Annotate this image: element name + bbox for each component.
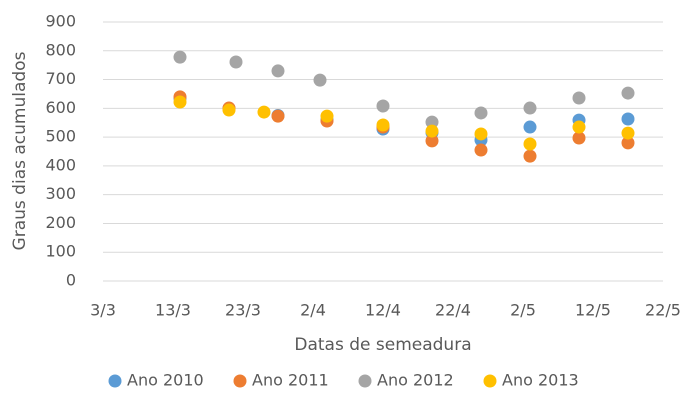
y-tick-label: 200 (45, 213, 76, 232)
point (257, 105, 271, 119)
point (523, 137, 537, 151)
point (474, 106, 488, 120)
legend-marker (108, 374, 122, 388)
x-tick-label: 12/5 (575, 301, 611, 320)
y-tick-label: 900 (45, 12, 76, 31)
point (425, 115, 439, 129)
point (320, 109, 334, 123)
point (271, 109, 285, 123)
legend-marker (358, 374, 372, 388)
point (523, 120, 537, 134)
legend-marker (233, 374, 247, 388)
point (474, 143, 488, 157)
point (313, 73, 327, 87)
point (621, 112, 635, 126)
legend-label: Ano 2011 (252, 371, 329, 390)
point (222, 103, 236, 117)
point (621, 136, 635, 150)
x-tick-label: 22/5 (645, 301, 681, 320)
x-tick-label: 13/3 (155, 301, 191, 320)
point (474, 127, 488, 141)
y-tick-label: 400 (45, 155, 76, 174)
y-tick-label: 600 (45, 98, 76, 117)
point (229, 55, 243, 69)
y-tick-label: 500 (45, 127, 76, 146)
y-tick-label: 0 (66, 271, 76, 290)
y-tick-label: 800 (45, 40, 76, 59)
y-tick-label: 300 (45, 184, 76, 203)
y-tick-label: 700 (45, 69, 76, 88)
legend-label: Ano 2012 (377, 371, 454, 390)
legend-marker (483, 374, 497, 388)
point (572, 120, 586, 134)
point (572, 131, 586, 145)
point (523, 101, 537, 115)
point (621, 126, 635, 140)
y-axis-title: Graus dias acumulados (10, 51, 30, 250)
point (376, 99, 390, 113)
point (173, 95, 187, 109)
x-tick-label: 2/4 (300, 301, 326, 320)
x-axis-title: Datas de semeadura (294, 335, 471, 355)
x-tick-label: 3/3 (90, 301, 116, 320)
x-tick-label: 2/5 (510, 301, 536, 320)
x-tick-label: 12/4 (365, 301, 401, 320)
point (425, 134, 439, 148)
x-tick-label: 23/3 (225, 301, 261, 320)
point (523, 149, 537, 163)
point (572, 91, 586, 105)
legend-label: Ano 2013 (502, 371, 579, 390)
point (621, 86, 635, 100)
point (376, 118, 390, 132)
point (425, 124, 439, 138)
x-tick-label: 22/4 (435, 301, 471, 320)
point (173, 50, 187, 64)
legend-label: Ano 2010 (127, 371, 204, 390)
point (271, 64, 285, 78)
y-tick-label: 100 (45, 242, 76, 261)
